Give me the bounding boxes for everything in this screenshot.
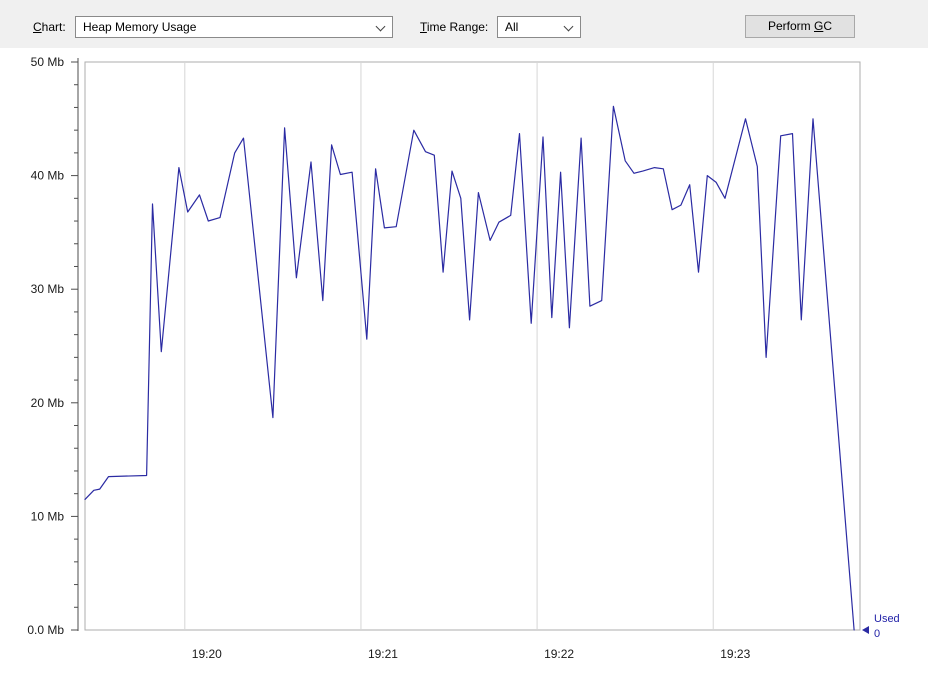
time-range-select[interactable]: All: [497, 16, 581, 38]
y-tick-label: 50 Mb: [31, 55, 65, 69]
gc-button-mnemonic: G: [814, 19, 824, 33]
time-range-label: Time Range:: [420, 20, 488, 34]
chart-select-value: Heap Memory Usage: [83, 20, 197, 34]
y-tick-label: 0.0 Mb: [27, 623, 64, 637]
y-tick-label: 20 Mb: [31, 396, 65, 410]
y-tick-label: 30 Mb: [31, 282, 65, 296]
time-range-select-value: All: [505, 20, 519, 34]
chart-label-rest: hart:: [41, 20, 66, 34]
chart-label: Chart:: [33, 20, 66, 34]
current-value-marker-icon: [862, 626, 869, 634]
legend-current-value: 0: [874, 628, 880, 640]
y-tick-label: 40 Mb: [31, 169, 65, 183]
chevron-down-icon: [563, 21, 574, 32]
x-tick-label: 19:21: [368, 647, 398, 661]
x-tick-label: 19:23: [720, 647, 750, 661]
plot-area: [84, 61, 861, 631]
x-tick-label: 19:20: [192, 647, 222, 661]
heap-usage-line: [84, 105, 855, 631]
gc-button-pre: Perform: [767, 19, 814, 33]
chart-select[interactable]: Heap Memory Usage: [75, 16, 393, 38]
chart-label-mnemonic: C: [33, 20, 42, 34]
y-tick-label: 10 Mb: [31, 509, 65, 523]
legend-series-label: Used: [874, 613, 900, 625]
chevron-down-icon: [375, 21, 386, 32]
time-range-label-mnemonic: T: [420, 20, 427, 34]
perform-gc-button[interactable]: Perform GC: [745, 15, 855, 38]
toolbar: Chart: Heap Memory Usage Time Range: All…: [0, 0, 928, 48]
time-range-label-rest: ime Range:: [426, 20, 489, 34]
x-tick-label: 19:22: [544, 647, 574, 661]
gc-button-rest: C: [823, 19, 833, 33]
